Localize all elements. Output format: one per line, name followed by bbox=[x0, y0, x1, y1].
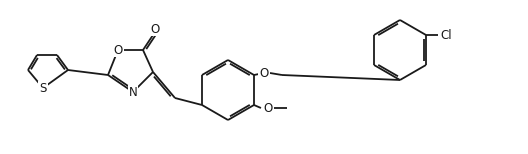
Text: O: O bbox=[114, 43, 122, 57]
Text: O: O bbox=[150, 22, 159, 36]
Text: O: O bbox=[263, 101, 272, 115]
Text: Cl: Cl bbox=[440, 28, 452, 41]
Text: S: S bbox=[39, 81, 46, 95]
Text: N: N bbox=[129, 85, 137, 99]
Text: O: O bbox=[259, 67, 269, 79]
